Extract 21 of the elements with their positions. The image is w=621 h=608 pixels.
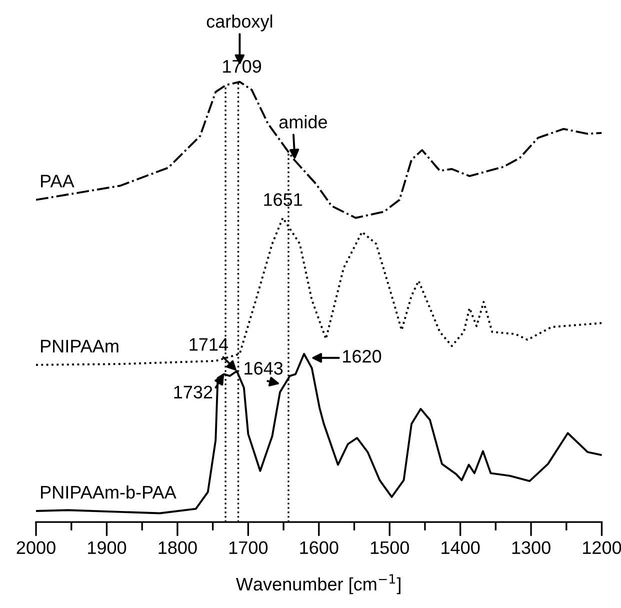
x-tick-label: 1800 (158, 541, 197, 554)
x-tick-label: 1500 (370, 541, 409, 554)
annotation: 1732 (174, 386, 212, 399)
annotation: 1651 (264, 193, 302, 206)
x-tick-label: 2000 (16, 541, 56, 554)
x-tick-label: 1700 (229, 541, 268, 554)
x-tick-label: 1600 (300, 541, 338, 554)
annotation: 1714 (190, 338, 228, 351)
x-tick-label: 1200 (583, 541, 621, 554)
x-tick-label: 1400 (442, 541, 480, 554)
x-tick-label: 1300 (512, 541, 550, 554)
series-label: PNIPAAm (41, 340, 118, 352)
series-label: PNIPAAm-b-PAA (41, 485, 176, 499)
x-axis-title: Wavenumber [cm$^{−1}$] (236, 574, 400, 594)
annotation: 1643 (244, 362, 283, 375)
annotation: 1709 (223, 60, 262, 73)
x-tick-label: 1900 (88, 541, 126, 554)
text: carboxyl (206, 14, 272, 32)
series-label: PAA (41, 174, 74, 188)
annotation: 1620 (343, 350, 382, 363)
annotation: amide (279, 115, 327, 128)
